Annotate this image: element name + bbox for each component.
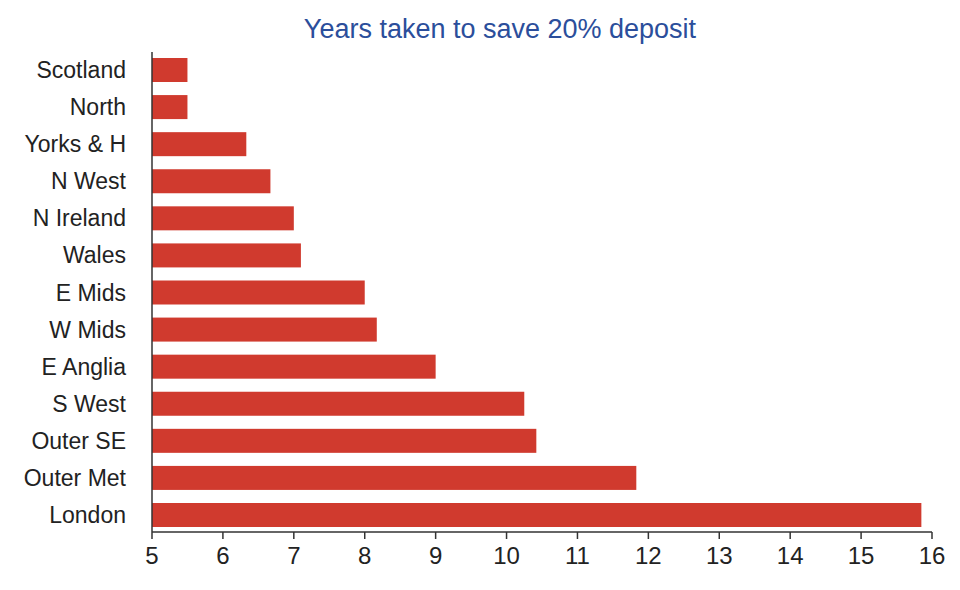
category-label: N West [51, 168, 127, 194]
x-tick-label: 6 [216, 542, 229, 569]
x-tick-label: 7 [287, 542, 300, 569]
x-tick [435, 532, 437, 539]
x-tick-label: 12 [635, 542, 662, 569]
category-label: London [49, 502, 126, 528]
x-tick [293, 532, 295, 539]
category-label: W Mids [49, 317, 126, 343]
category-label: E Mids [56, 280, 126, 306]
bar [152, 429, 536, 453]
x-tick-label: 14 [777, 542, 804, 569]
x-tick [789, 532, 791, 539]
category-label: Wales [63, 242, 126, 268]
x-tick [151, 532, 153, 539]
x-tick-label: 9 [429, 542, 442, 569]
x-axis-line [152, 531, 932, 533]
chart-container: Years taken to save 20% deposit Scotland N… [0, 0, 960, 590]
bar [152, 466, 636, 490]
bars [152, 58, 921, 527]
y-axis-line [151, 52, 153, 532]
x-tick [860, 532, 862, 539]
x-tick [648, 532, 650, 539]
x-tick-label: 8 [358, 542, 371, 569]
bar [152, 95, 187, 119]
chart-title: Years taken to save 20% deposit [304, 14, 697, 44]
category-label: Scotland [36, 57, 126, 83]
bar [152, 318, 377, 342]
bar [152, 355, 436, 379]
x-tick-label: 13 [706, 542, 733, 569]
bar [152, 206, 294, 230]
x-tick-label: 11 [565, 542, 590, 569]
chart-svg: Years taken to save 20% deposit Scotland N… [0, 0, 960, 590]
bar [152, 58, 187, 82]
x-tick [506, 532, 508, 539]
bar [152, 132, 246, 156]
x-tick [577, 532, 579, 539]
x-tick-label: 10 [493, 542, 520, 569]
x-tick [931, 532, 933, 539]
bar [152, 281, 365, 305]
bar [152, 169, 270, 193]
category-label: North [70, 94, 126, 120]
x-tick [222, 532, 224, 539]
category-label: S West [52, 391, 126, 417]
category-label: Outer Met [24, 465, 127, 491]
x-tick-label: 16 [919, 542, 946, 569]
category-label: E Anglia [42, 354, 127, 380]
bar [152, 503, 921, 527]
x-tick-label: 5 [145, 542, 158, 569]
category-label: N Ireland [33, 205, 126, 231]
x-tick [364, 532, 366, 539]
bar [152, 243, 301, 267]
bar [152, 392, 524, 416]
category-label: Outer SE [31, 428, 126, 454]
x-tick [719, 532, 721, 539]
x-tick-label: 15 [848, 542, 875, 569]
category-label: Yorks & H [25, 131, 126, 157]
